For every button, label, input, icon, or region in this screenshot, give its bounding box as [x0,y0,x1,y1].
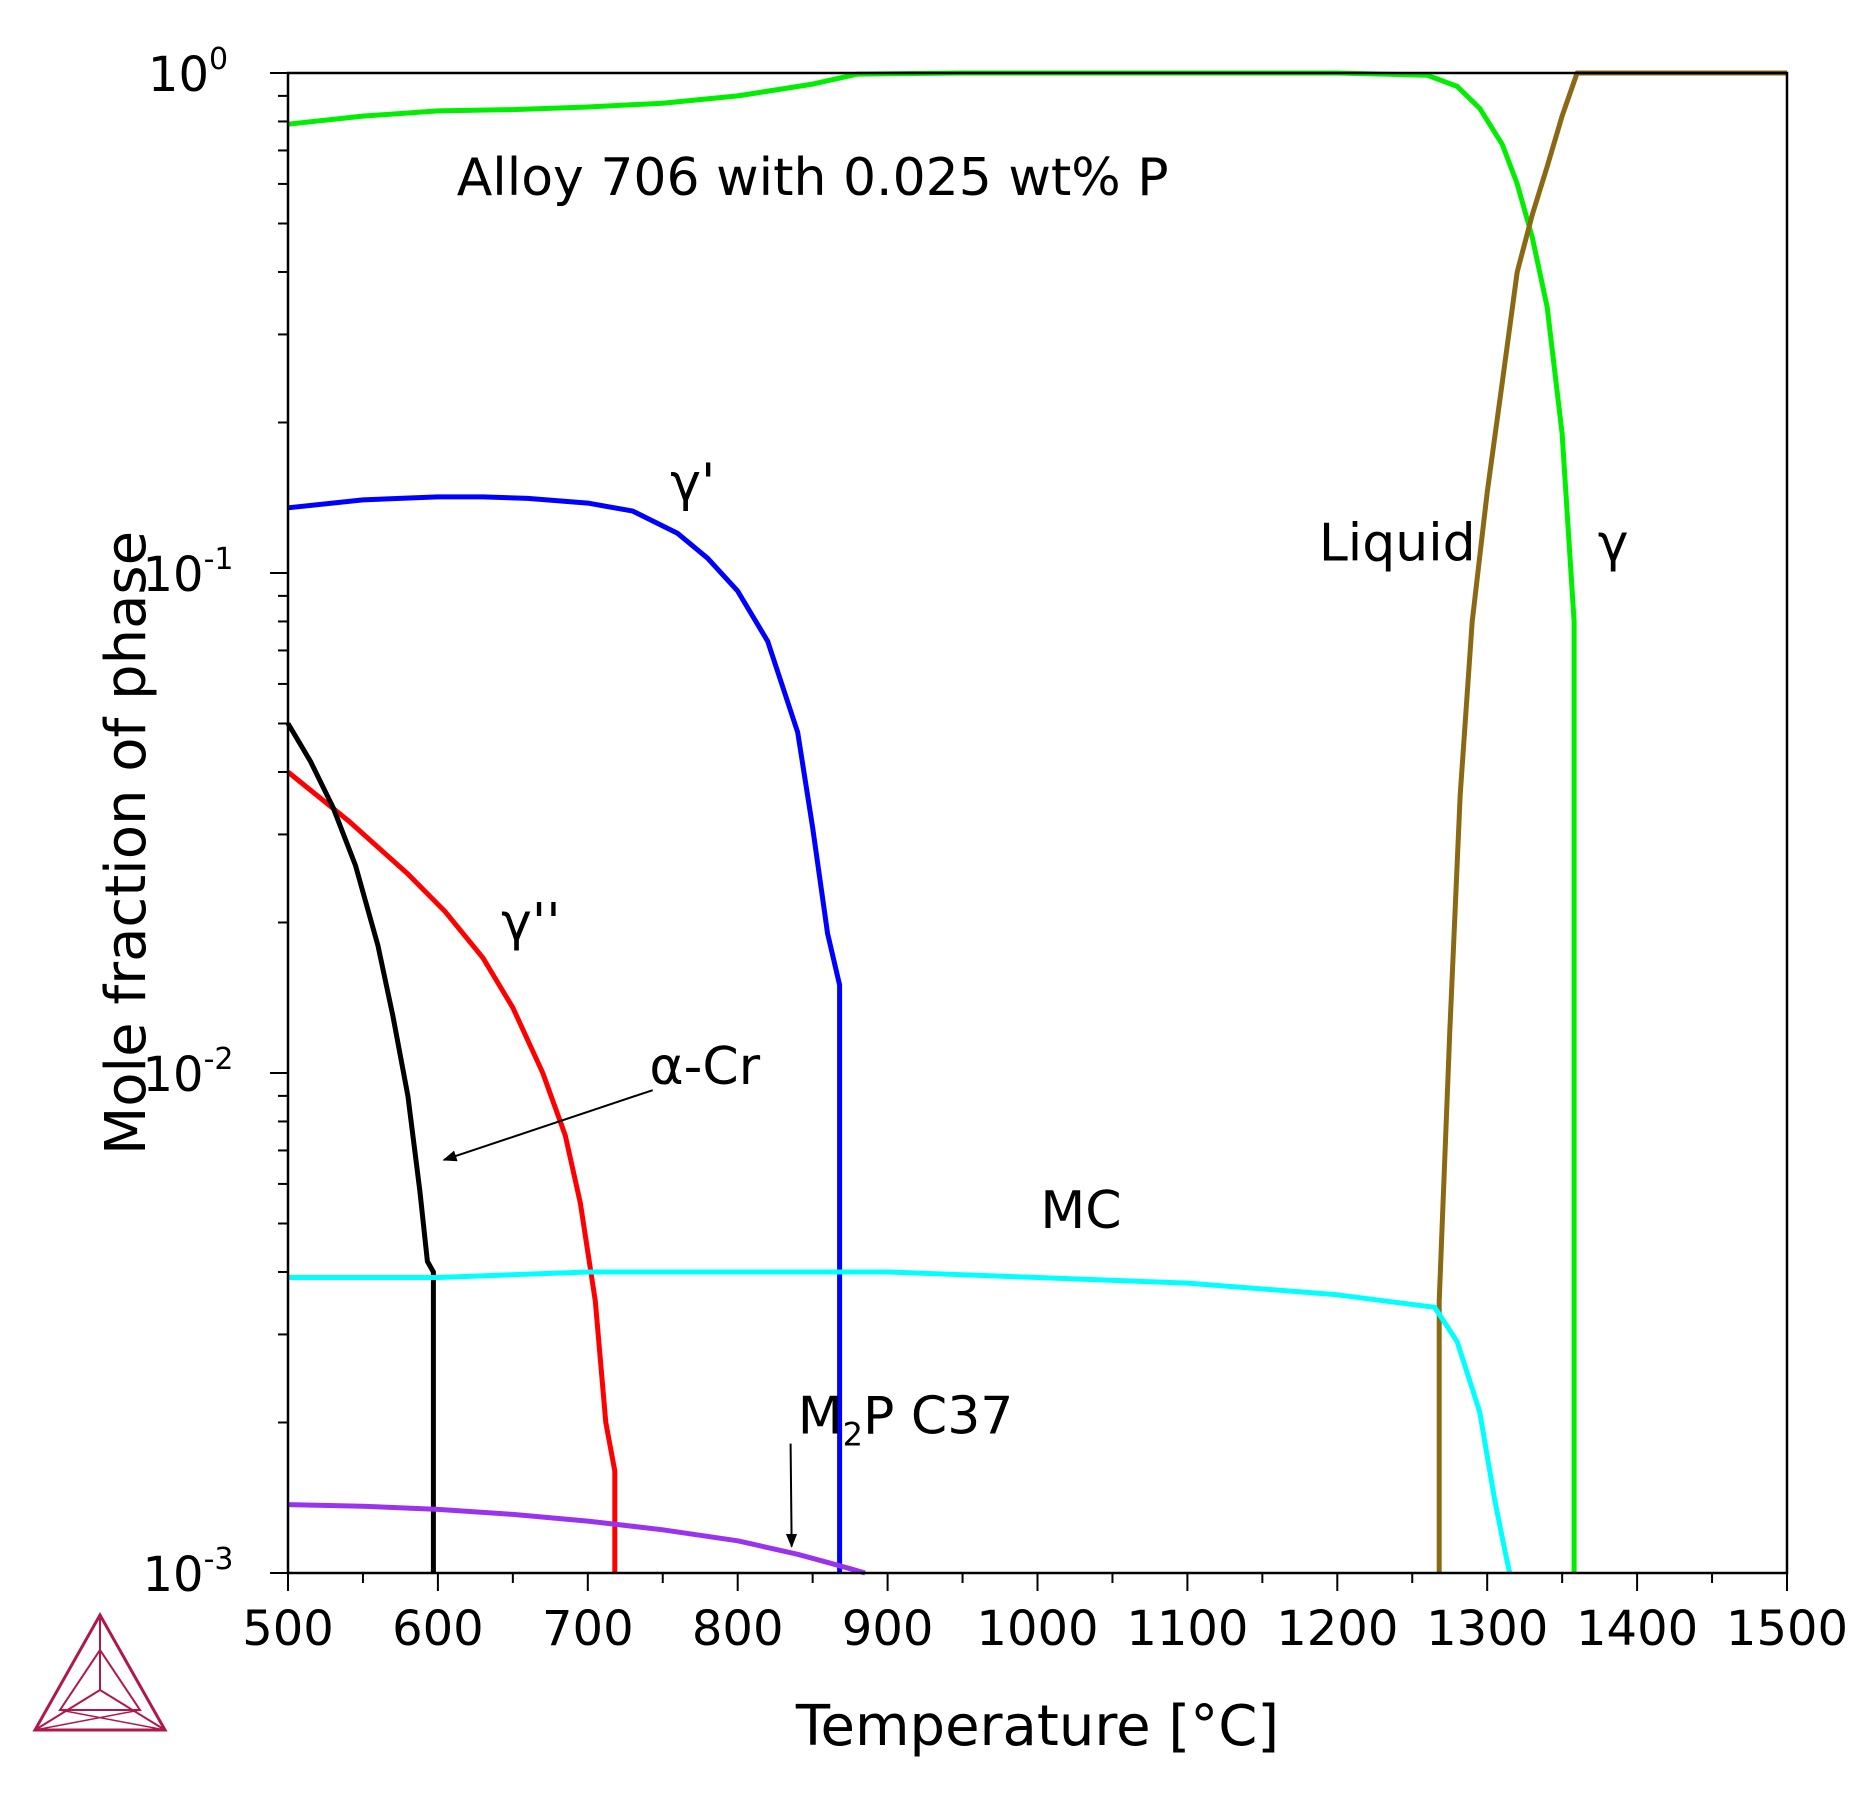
series-label-4: M2P C37 [798,1387,1014,1454]
series-label-3: MC [1040,1181,1121,1241]
x-tick-label: 1100 [1126,1601,1248,1657]
series-line-4 [285,722,436,1573]
series-line-0 [287,70,1577,1573]
logo-outer-triangle [32,1611,168,1732]
label-subscript: 2 [843,1416,863,1454]
series-label-0: γ' [670,453,715,513]
plot-frame [286,71,1789,1575]
y-axis-title: Mole fraction of phase [94,531,159,1155]
x-tick-label: 1000 [976,1601,1098,1657]
logo-line-c [99,1689,166,1731]
logo-line-b [34,1689,101,1731]
series-line-2 [287,494,843,1573]
series-label-2: α-Cr [649,1037,760,1097]
x-tick-label: 1400 [1576,1601,1698,1657]
label-tail: P C37 [863,1387,1013,1447]
series-line-5 [288,1269,1513,1574]
x-tick-label: 1200 [1276,1601,1398,1657]
series-label-1: γ'' [501,892,560,952]
series-layer [285,70,1787,1576]
annotation-arrow [442,1089,654,1162]
x-tick-label: 1500 [1726,1601,1848,1657]
annotation-arrow [785,1443,798,1548]
y-tick-label: 100 [148,42,228,103]
series-line-3 [286,770,618,1573]
y-tick-exponent: -1 [204,542,234,577]
chart-title: Alloy 706 with 0.025 wt% P [457,148,1169,208]
series-label-6: γ [1598,513,1629,573]
x-tick-label: 600 [392,1601,484,1657]
logo-inner-triangle [58,1648,142,1711]
y-tick-label: 10-3 [143,1542,234,1603]
series-label-5: Liquid [1319,513,1476,573]
ticks-layer: 500 600 700 800 900 1000 1100 1200 1300 1400 1500 1… [143,42,1849,1657]
x-axis-title: Temperature [°C] [795,1694,1279,1759]
x-tick-label: 800 [692,1601,784,1657]
x-tick-label: 900 [842,1601,934,1657]
x-tick-label: 500 [242,1601,334,1657]
labels-layer: γ' γ'' α-Cr MC M2P C37 Liquid γ [442,453,1629,1548]
y-tick-exponent: -3 [204,1542,234,1577]
logo-line-d [59,1709,166,1731]
logo-line-e [34,1709,141,1731]
series-line-6 [287,1502,866,1576]
series-line-1 [1436,70,1787,1573]
thermo-calc-logo [32,1611,168,1732]
x-tick-label: 1300 [1426,1601,1548,1657]
y-tick-exponent: 0 [209,42,228,77]
x-tick-label: 700 [542,1601,634,1657]
y-tick-exponent: -2 [204,1042,234,1077]
